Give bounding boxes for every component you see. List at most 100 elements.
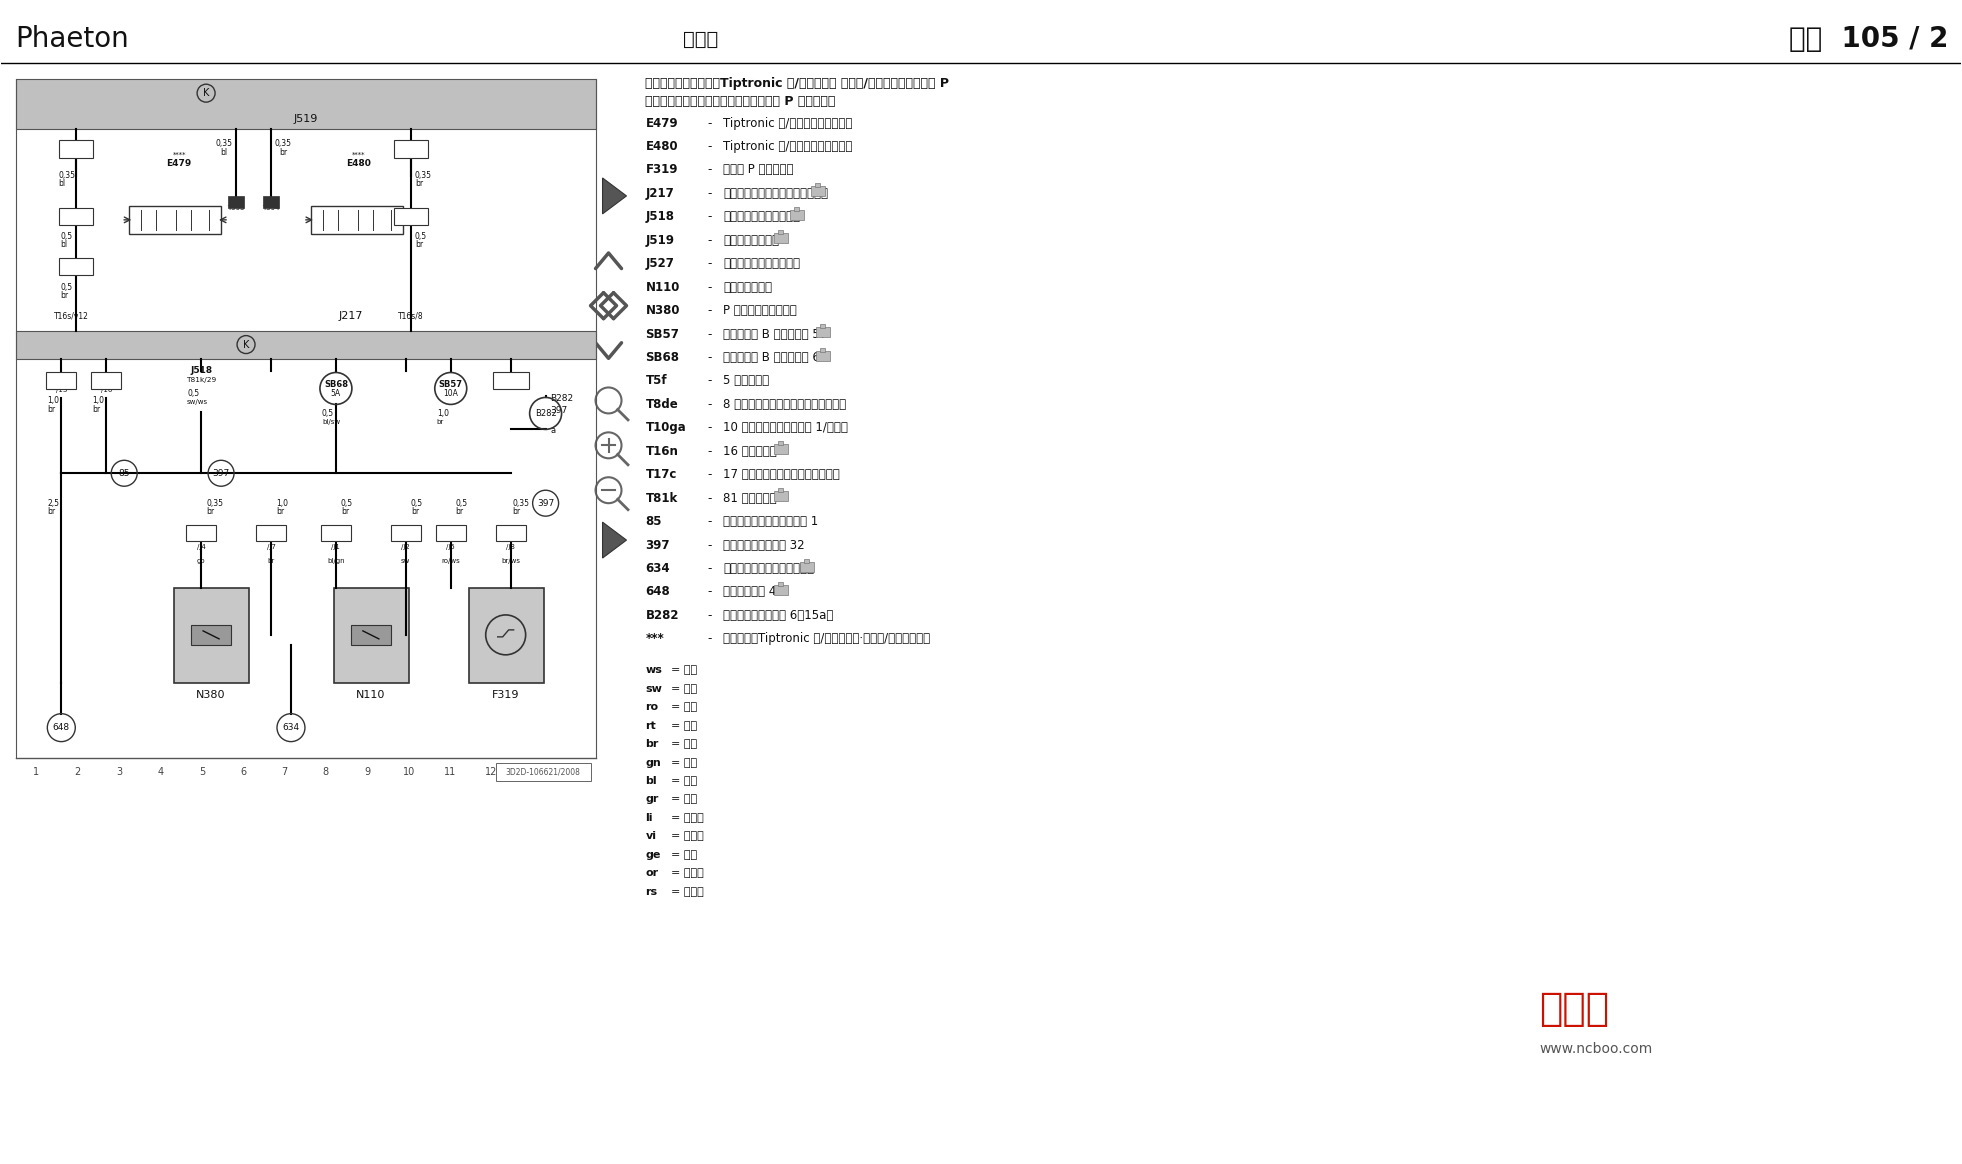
- Text: = 棕色: = 棕色: [671, 739, 698, 750]
- Text: sw: sw: [400, 558, 410, 565]
- Text: -: -: [708, 632, 712, 645]
- Bar: [394, 208, 428, 225]
- Text: -: -: [708, 304, 712, 317]
- Bar: [800, 561, 814, 572]
- Bar: [228, 196, 243, 208]
- Text: 8 芯黑色插头连接，在换挡操纵机构上: 8 芯黑色插头连接，在换挡操纵机构上: [724, 398, 846, 411]
- Bar: [773, 445, 787, 454]
- Text: T17c/13: T17c/13: [61, 144, 92, 154]
- Text: -: -: [708, 327, 712, 341]
- Text: 主线束中的正极连接 6（15a）: 主线束中的正极连接 6（15a）: [724, 609, 834, 622]
- Text: T16n: T16n: [96, 376, 116, 385]
- Text: 1,0: 1,0: [438, 409, 449, 418]
- Text: 12: 12: [485, 767, 498, 776]
- Text: 仅针对对带Tiptronic 手/自一体开关·换高挡/换低挡的汽车: 仅针对对带Tiptronic 手/自一体开关·换高挡/换低挡的汽车: [724, 632, 930, 645]
- Text: E480: E480: [347, 158, 371, 168]
- Text: 10 芯黑色插头连接，接柱 1/变速箱: 10 芯黑色插头连接，接柱 1/变速箱: [724, 421, 848, 434]
- Bar: [322, 525, 351, 541]
- Text: J217: J217: [339, 311, 363, 320]
- Text: -: -: [708, 585, 712, 598]
- Text: E479: E479: [645, 116, 679, 129]
- Text: = 黑色: = 黑色: [671, 683, 698, 694]
- Text: bl/gn: bl/gn: [328, 558, 345, 565]
- Text: J518: J518: [645, 211, 675, 223]
- Text: P 档变速杆锁上电磁铁: P 档变速杆锁上电磁铁: [724, 304, 797, 317]
- Text: -: -: [708, 539, 712, 552]
- Text: Tiptronic 手/自一体开关，换低挡: Tiptronic 手/自一体开关，换低挡: [724, 140, 853, 152]
- Text: /13: /13: [55, 388, 67, 393]
- Text: Phaeton: Phaeton: [16, 26, 129, 54]
- Text: 85: 85: [118, 469, 129, 477]
- Text: 1: 1: [33, 767, 39, 776]
- Text: 10A: 10A: [443, 389, 459, 398]
- Bar: [814, 184, 820, 187]
- Bar: [496, 525, 526, 541]
- Text: li: li: [645, 812, 653, 823]
- Bar: [92, 371, 122, 390]
- Text: -: -: [708, 421, 712, 434]
- Text: T5f: T5f: [645, 375, 667, 388]
- Text: B282: B282: [551, 393, 573, 403]
- Text: br: br: [277, 506, 284, 516]
- Text: 前围板接地点 4: 前围板接地点 4: [724, 585, 777, 598]
- Text: SB68: SB68: [324, 379, 347, 389]
- Text: 保险丝支架 B 上的保险丝 68: 保险丝支架 B 上的保险丝 68: [724, 352, 828, 364]
- Text: br: br: [410, 506, 420, 516]
- Text: 转向柱电子装置控制单元: 转向柱电子装置控制单元: [724, 257, 800, 270]
- Text: 自动变速箱控制单元、Tiptronic 手/自一体开关 换高档/换低档、选档杆锁止 P: 自动变速箱控制单元、Tiptronic 手/自一体开关 换高档/换低档、选档杆锁…: [645, 77, 950, 90]
- Text: 选档杆 P 档锁止开关: 选档杆 P 档锁止开关: [724, 163, 795, 177]
- Text: T10ga/5: T10ga/5: [61, 263, 92, 269]
- Polygon shape: [602, 178, 626, 214]
- Text: 648: 648: [53, 723, 71, 732]
- Text: = 红色: = 红色: [671, 702, 698, 712]
- Text: bl/sw: bl/sw: [322, 419, 339, 425]
- Text: 397: 397: [212, 469, 230, 477]
- Bar: [436, 525, 465, 541]
- Text: ro: ro: [645, 702, 659, 712]
- Bar: [810, 186, 824, 197]
- Text: T16n: T16n: [645, 445, 679, 457]
- Text: T17c: T17c: [645, 468, 677, 481]
- Text: E480: E480: [645, 140, 679, 152]
- Text: 13: 13: [526, 767, 540, 776]
- Text: 自动变速箱控制单元，在变速箱中: 自动变速箱控制单元，在变速箱中: [724, 187, 828, 200]
- Text: K: K: [243, 340, 249, 349]
- Text: 3D2D-106621/2008: 3D2D-106621/2008: [504, 767, 581, 776]
- Text: rs: rs: [645, 887, 657, 896]
- Text: T10ga/5: T10ga/5: [396, 213, 426, 219]
- Text: 0,5: 0,5: [186, 389, 200, 398]
- Text: T10ga: T10ga: [645, 421, 687, 434]
- Text: 5: 5: [198, 767, 204, 776]
- Text: gn: gn: [645, 758, 661, 767]
- Text: 变速杆锁止磁铁: 变速杆锁止磁铁: [724, 281, 773, 293]
- Text: /j1: /j1: [332, 544, 339, 551]
- Text: T81k/29: T81k/29: [186, 377, 216, 383]
- Bar: [777, 230, 783, 234]
- Bar: [310, 206, 402, 234]
- Text: = 黄色: = 黄色: [671, 850, 698, 860]
- Text: 634: 634: [645, 562, 671, 575]
- Text: J518: J518: [190, 365, 212, 375]
- Text: 397: 397: [645, 539, 669, 552]
- Text: T8de: T8de: [441, 530, 459, 537]
- Text: 11: 11: [443, 767, 455, 776]
- Bar: [59, 140, 94, 158]
- Bar: [16, 331, 596, 359]
- Text: T8de: T8de: [263, 530, 281, 537]
- Bar: [777, 488, 783, 492]
- Text: sw/ws: sw/ws: [186, 399, 208, 405]
- Text: -: -: [708, 281, 712, 293]
- Text: 0,35: 0,35: [275, 139, 292, 148]
- Text: SB68: SB68: [645, 352, 679, 364]
- Text: -: -: [708, 140, 712, 152]
- Text: -: -: [708, 234, 712, 247]
- Text: 634: 634: [283, 723, 300, 732]
- Bar: [390, 525, 420, 541]
- Text: 5A: 5A: [332, 389, 341, 398]
- Bar: [773, 233, 787, 243]
- Text: 主线束中的接地连接 32: 主线束中的接地连接 32: [724, 539, 804, 552]
- Text: 16 芯插头连接: 16 芯插头连接: [724, 445, 777, 457]
- Text: 4: 4: [157, 767, 163, 776]
- Text: N380: N380: [196, 690, 226, 700]
- Text: bl: bl: [645, 776, 657, 786]
